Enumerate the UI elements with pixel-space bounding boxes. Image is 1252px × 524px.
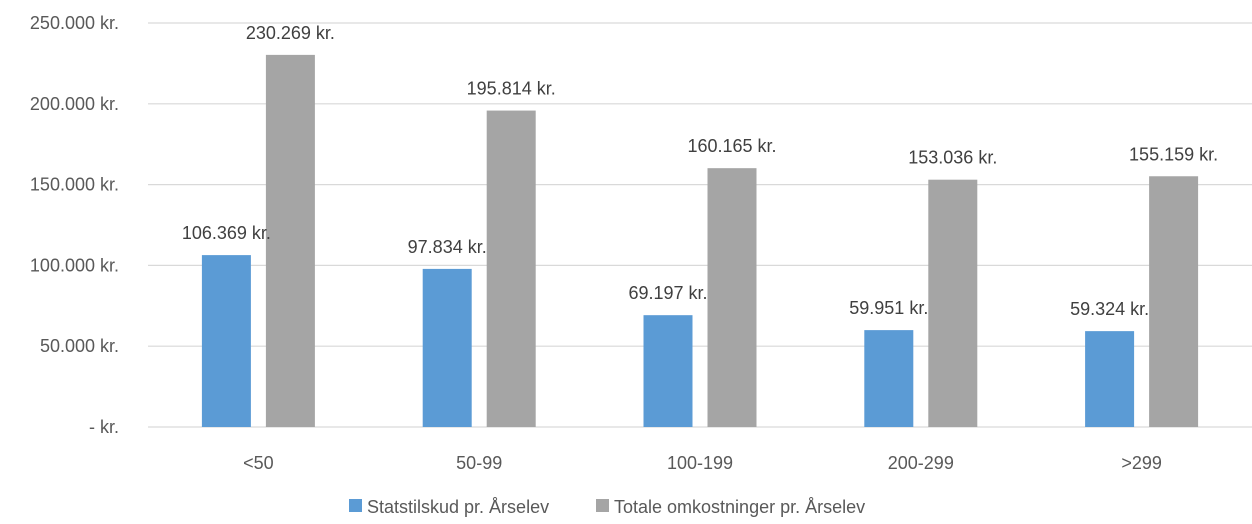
- data-label: 97.834 kr.: [408, 237, 487, 257]
- y-tick-label: 100.000 kr.: [30, 255, 119, 275]
- x-tick-label: 50-99: [456, 453, 502, 473]
- y-tick-label: 50.000 kr.: [40, 336, 119, 356]
- bar-totale-omkostninger: [928, 179, 978, 427]
- x-axis: <50 50-99 100-199 200-299 >299: [243, 453, 1162, 473]
- y-tick-label: 150.000 kr.: [30, 175, 119, 195]
- gridlines: [148, 22, 1252, 428]
- legend-swatch: [349, 499, 362, 512]
- y-tick-label: 250.000 kr.: [30, 13, 119, 33]
- x-tick-label: 200-299: [888, 453, 954, 473]
- data-labels: 106.369 kr. 97.834 kr. 69.197 kr. 59.951 kr…: [182, 23, 1218, 319]
- legend-label: Statstilskud pr. Årselev: [367, 497, 549, 517]
- bar-totale-omkostninger: [486, 110, 536, 427]
- bar-statstilskud: [864, 330, 914, 427]
- bar-statstilskud: [643, 315, 693, 427]
- data-label: 230.269 kr.: [246, 23, 335, 43]
- data-label: 195.814 kr.: [467, 79, 556, 99]
- data-label: 160.165 kr.: [687, 136, 776, 156]
- bar-statstilskud: [201, 255, 251, 427]
- x-tick-label: 100-199: [667, 453, 733, 473]
- x-tick-label: >299: [1121, 453, 1162, 473]
- bar-totale-omkostninger: [707, 168, 757, 428]
- y-tick-label: 200.000 kr.: [30, 94, 119, 114]
- data-label: 153.036 kr.: [908, 148, 997, 168]
- data-label: 69.197 kr.: [628, 283, 707, 303]
- x-tick-label: <50: [243, 453, 274, 473]
- data-label: 59.324 kr.: [1070, 299, 1149, 319]
- bars: [201, 54, 1199, 428]
- legend-swatch: [596, 499, 609, 512]
- legend-label: Totale omkostninger pr. Årselev: [614, 497, 865, 517]
- data-label: 106.369 kr.: [182, 223, 271, 243]
- bar-totale-omkostninger: [265, 54, 315, 428]
- legend: Statstilskud pr. Årselev Totale omkostnin…: [349, 497, 865, 517]
- bar-statstilskud: [1085, 331, 1135, 427]
- data-label: 59.951 kr.: [849, 298, 928, 318]
- bar-statstilskud: [422, 268, 472, 427]
- y-tick-label: - kr.: [89, 417, 119, 437]
- bar-totale-omkostninger: [1149, 176, 1199, 427]
- data-label: 155.159 kr.: [1129, 144, 1218, 164]
- y-axis: - kr. 50.000 kr. 100.000 kr. 150.000 kr. 200…: [30, 13, 119, 437]
